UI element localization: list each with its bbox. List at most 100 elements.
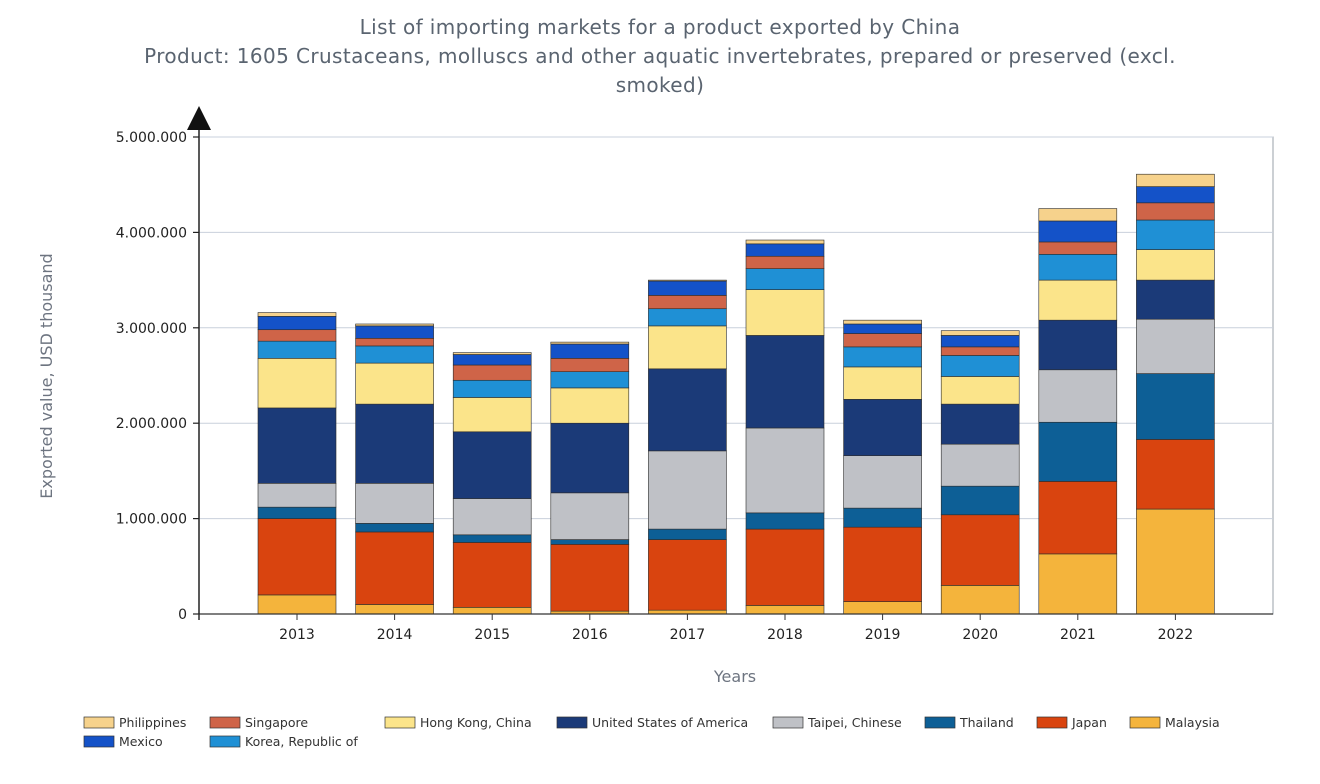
bar-segment-hong-kong-china-2016 — [550, 387, 630, 424]
bar-segment-singapore-2016 — [550, 358, 630, 372]
y-axis-ticks: 0 1.000.000 2.000.000 3.000.000 4.000.000 5.0… — [116, 130, 199, 623]
bar-segment-thailand-2018 — [745, 512, 825, 530]
bar-segment-taipei-chinese-2021 — [1038, 369, 1118, 423]
legend-swatch-mexico — [83, 735, 115, 748]
bar-segment-hong-kong-china-2014 — [355, 362, 434, 405]
y-tick-label: 3.000.000 — [116, 321, 187, 337]
x-tick-label: 2019 — [865, 627, 901, 643]
bar-segment-taipei-chinese-2016 — [550, 492, 630, 540]
bar-segment-taipei-chinese-2014 — [355, 483, 434, 524]
bar-segment-singapore-2013 — [257, 329, 337, 342]
bar-segment-hong-kong-china-2013 — [257, 358, 337, 409]
legend-label-japan: Japan — [1071, 715, 1107, 730]
legend-swatch-japan — [1036, 716, 1068, 729]
bar-segment-philippines-2016 — [550, 341, 630, 345]
x-tick-label: 2017 — [670, 627, 706, 643]
bar-segment-taipei-chinese-2015 — [452, 498, 532, 536]
bar-segment-japan-2014 — [355, 531, 434, 605]
bar-segment-taipei-chinese-2019 — [843, 455, 922, 509]
bar-segment-korea-republic-of-2018 — [745, 268, 825, 290]
bar-segment-malaysia-2022 — [1136, 508, 1215, 615]
legend-swatch-hong-kong-china — [384, 716, 416, 729]
bar-segment-japan-2022 — [1136, 439, 1215, 510]
legend-label-mexico: Mexico — [119, 734, 163, 749]
bar-segment-thailand-2022 — [1136, 373, 1215, 440]
bar-segment-japan-2013 — [257, 518, 337, 596]
bar-segment-japan-2018 — [745, 528, 825, 606]
legend-label-singapore: Singapore — [245, 715, 308, 730]
bar-segment-united-states-of-america-2016 — [550, 422, 630, 494]
x-tick-label: 2022 — [1158, 627, 1194, 643]
bar-segment-mexico-2013 — [257, 316, 337, 331]
y-tick-label: 0 — [178, 607, 187, 623]
legend-swatch-malaysia — [1129, 716, 1161, 729]
legend-label-korea-republic-of: Korea, Republic of — [245, 734, 358, 749]
bar-segment-korea-republic-of-2013 — [257, 340, 337, 359]
bar-segment-korea-republic-of-2015 — [452, 379, 532, 398]
bar-segment-japan-2017 — [648, 539, 727, 611]
bar-segment-korea-republic-of-2022 — [1136, 219, 1215, 250]
bar-segment-mexico-2015 — [452, 354, 532, 366]
chart-subtitle-line2: smoked) — [616, 73, 705, 97]
bar-segment-malaysia-2019 — [843, 601, 922, 615]
axes — [187, 106, 1273, 620]
bar-segment-taipei-chinese-2018 — [745, 427, 825, 514]
bar-segment-united-states-of-america-2017 — [648, 368, 727, 452]
bar-segment-singapore-2014 — [355, 337, 434, 347]
y-axis-arrow-icon — [187, 106, 211, 130]
bar-segment-united-states-of-america-2022 — [1136, 279, 1215, 320]
x-axis-ticks: 2013 2014 2015 2016 2017 2018 2019 2020 2021 2022 — [198, 614, 1194, 643]
bar-segment-malaysia-2021 — [1038, 553, 1118, 615]
legend-label-thailand: Thailand — [959, 715, 1014, 730]
bar-segment-mexico-2020 — [940, 335, 1020, 348]
bar-segment-singapore-2019 — [843, 333, 922, 348]
bar-segment-japan-2015 — [452, 542, 532, 608]
bar-segment-singapore-2021 — [1038, 241, 1118, 255]
bar-segment-japan-2016 — [550, 544, 630, 612]
bar-segment-hong-kong-china-2021 — [1038, 279, 1118, 321]
bar-segment-hong-kong-china-2018 — [745, 289, 825, 336]
y-tick-label: 1.000.000 — [116, 512, 187, 528]
bar-segment-korea-republic-of-2019 — [843, 346, 922, 368]
bar-segment-japan-2020 — [940, 514, 1020, 586]
legend-label-hong-kong-china: Hong Kong, China — [420, 715, 532, 730]
bar-segment-mexico-2019 — [843, 323, 922, 334]
y-tick-label: 4.000.000 — [116, 225, 187, 241]
legend-swatch-thailand — [924, 716, 956, 729]
bar-segment-mexico-2016 — [550, 343, 630, 359]
bar-segment-philippines-2013 — [257, 312, 337, 317]
bar-segment-philippines-2020 — [940, 330, 1020, 336]
bar-segment-taipei-chinese-2022 — [1136, 318, 1215, 374]
bar-segment-korea-republic-of-2020 — [940, 355, 1020, 377]
bar-segment-korea-republic-of-2016 — [550, 371, 630, 389]
bar-segment-singapore-2022 — [1136, 202, 1215, 221]
bar-segment-malaysia-2013 — [257, 594, 337, 615]
legend-swatch-korea-republic-of — [209, 735, 241, 748]
bar-segment-thailand-2014 — [355, 523, 434, 533]
bar-segment-hong-kong-china-2015 — [452, 397, 532, 433]
bar-segment-mexico-2021 — [1038, 220, 1118, 243]
y-tick-label: 5.000.000 — [116, 130, 187, 146]
y-tick-label: 2.000.000 — [116, 416, 187, 432]
bar-segment-philippines-2021 — [1038, 208, 1118, 222]
bar-segment-mexico-2022 — [1136, 186, 1215, 204]
bar-segment-philippines-2018 — [745, 239, 825, 245]
bar-segment-japan-2021 — [1038, 481, 1118, 555]
x-axis-label: Years — [713, 667, 756, 686]
y-axis-label: Exported value, USD thousand — [37, 253, 56, 498]
bar-segment-mexico-2018 — [745, 243, 825, 257]
bar-segment-korea-republic-of-2021 — [1038, 254, 1118, 281]
x-tick-label: 2015 — [474, 627, 510, 643]
bar-segment-malaysia-2018 — [745, 605, 825, 615]
bar-segment-hong-kong-china-2020 — [940, 376, 1020, 405]
x-tick-label: 2018 — [767, 627, 803, 643]
bar-segment-philippines-2015 — [452, 352, 532, 355]
x-tick-label: 2020 — [962, 627, 998, 643]
bar-segment-thailand-2019 — [843, 507, 922, 528]
x-tick-label: 2016 — [572, 627, 608, 643]
bar-segment-korea-republic-of-2014 — [355, 345, 434, 364]
legend-swatch-philippines — [83, 716, 115, 729]
bar-segment-malaysia-2020 — [940, 585, 1020, 615]
chart-title: List of importing markets for a product … — [360, 15, 961, 39]
bar-segment-thailand-2015 — [452, 534, 532, 543]
